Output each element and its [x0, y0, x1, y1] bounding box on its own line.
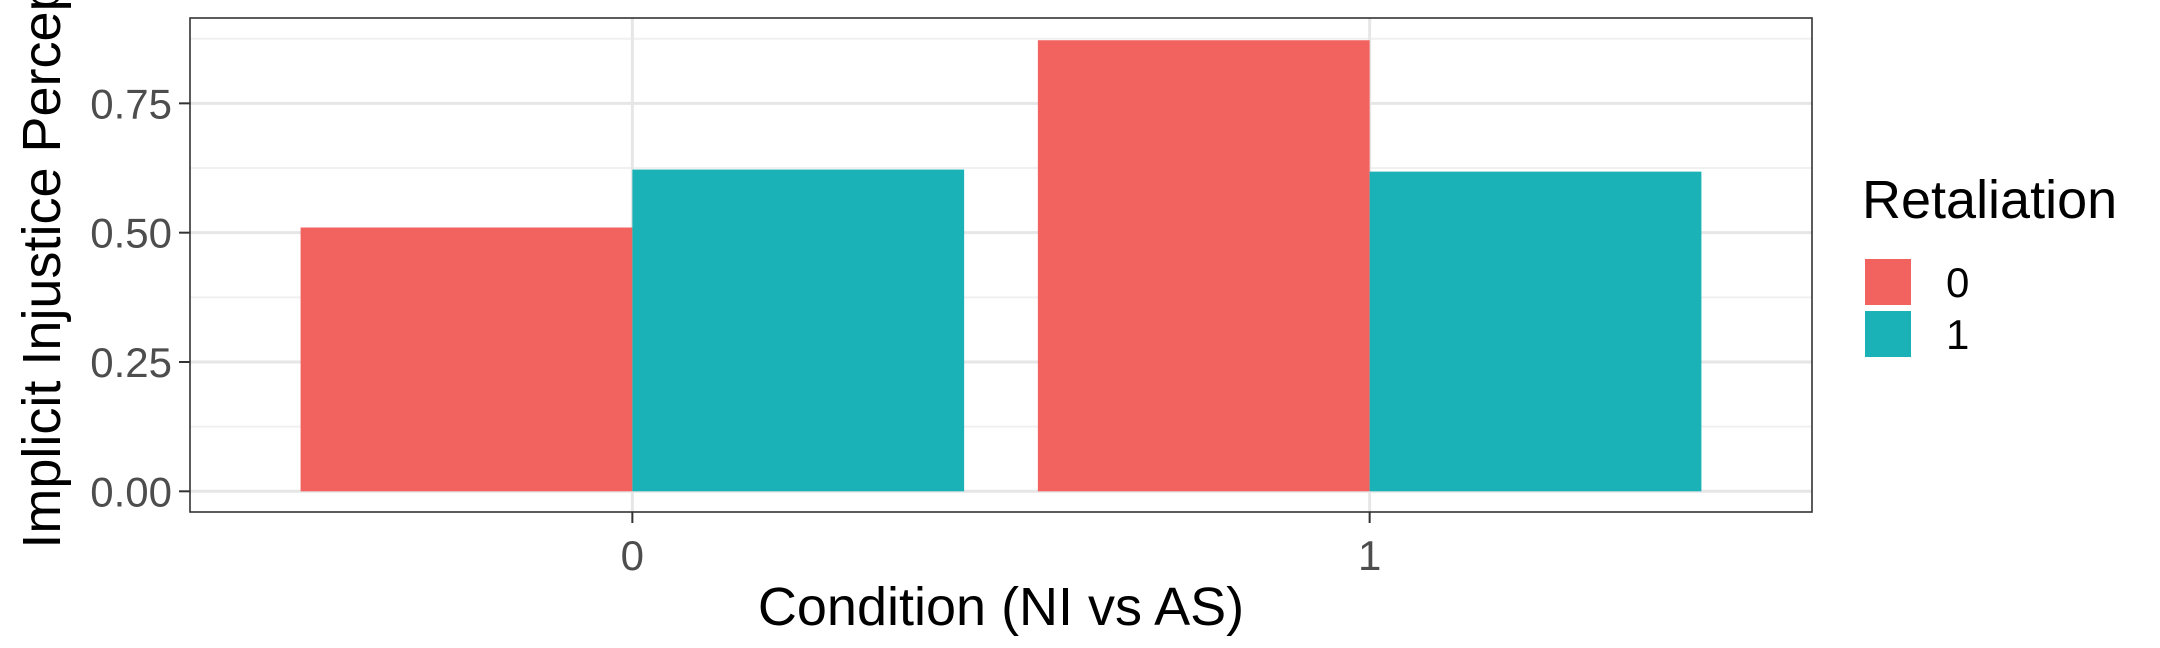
legend-label-1: 1	[1946, 311, 1969, 358]
bar-0-1	[632, 169, 965, 492]
x-axis-title: Condition (NI vs AS)	[758, 577, 1244, 637]
bar-0-0	[300, 227, 633, 492]
bars	[300, 40, 1702, 492]
y-tick-label: 0.25	[90, 339, 172, 386]
legend-label-0: 0	[1946, 259, 1969, 306]
panel-border	[189, 17, 1813, 513]
x-tick-label: 1	[1358, 532, 1381, 579]
x-tick-label: 0	[621, 532, 644, 579]
legend-key-1	[1863, 309, 1913, 359]
y-axis-ticks: 0.00 0.25 0.50 0.75	[90, 80, 190, 515]
legend-key-0	[1863, 257, 1913, 307]
bar-1-0	[1037, 40, 1370, 492]
y-tick-label: 0.50	[90, 210, 172, 257]
bar-1-1	[1369, 171, 1702, 492]
y-axis-title: Implicit Injustice Percep	[12, 0, 72, 549]
legend: Retaliation 0 1	[1862, 170, 2117, 359]
y-tick-label: 0.00	[90, 468, 172, 515]
legend-title: Retaliation	[1862, 170, 2117, 230]
y-tick-label: 0.75	[90, 80, 172, 127]
